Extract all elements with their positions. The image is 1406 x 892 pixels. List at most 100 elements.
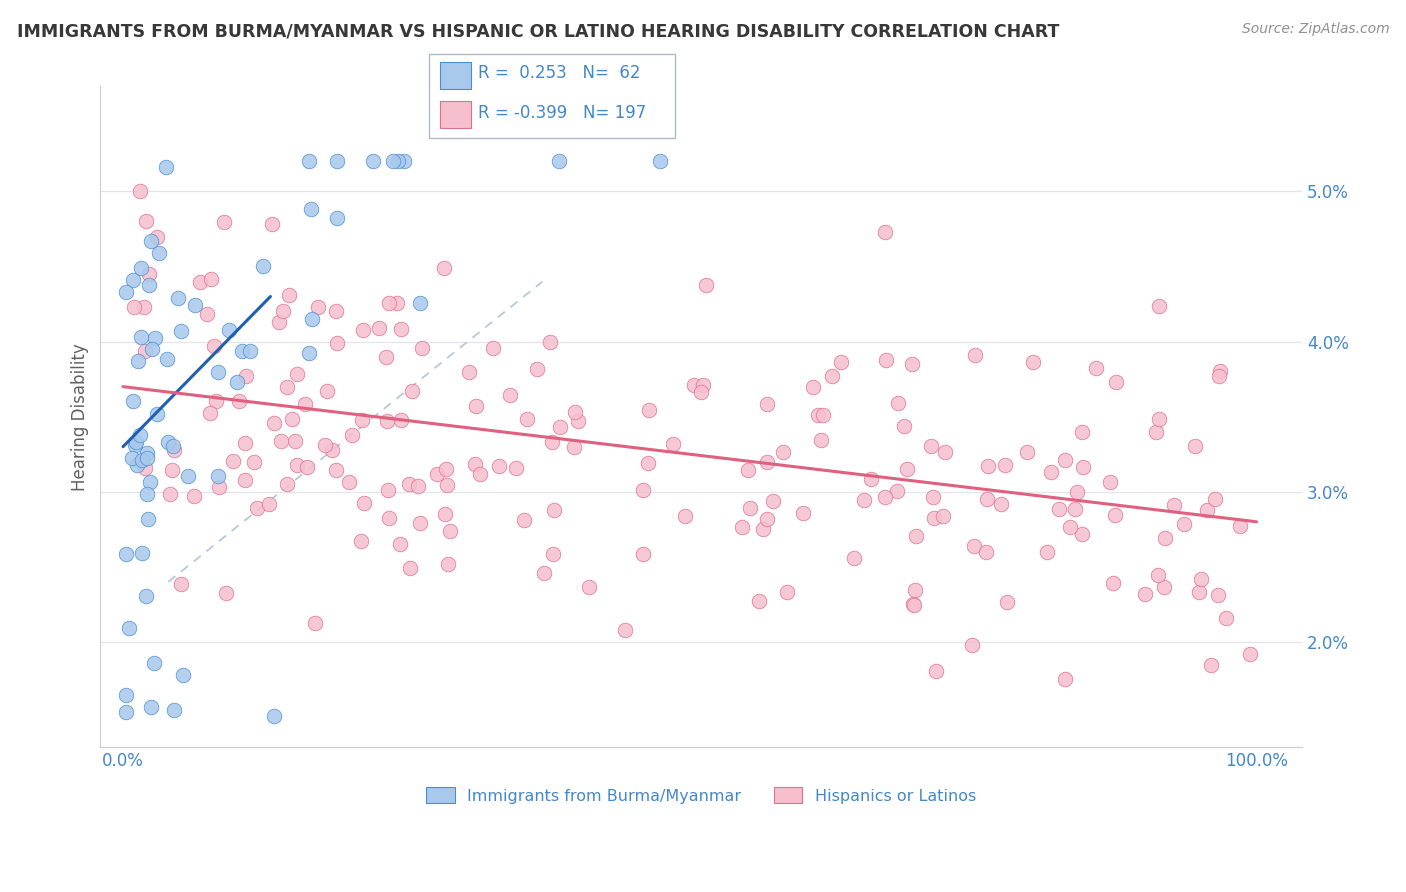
- Point: [1039, 465, 1062, 479]
- Point: [139, 234, 162, 248]
- Point: [125, 434, 148, 449]
- Point: [692, 377, 714, 392]
- Point: [172, 667, 194, 681]
- Point: [1195, 502, 1218, 516]
- Point: [1071, 425, 1094, 440]
- Point: [301, 311, 323, 326]
- Point: [1104, 508, 1126, 522]
- Point: [538, 334, 561, 349]
- Point: [231, 343, 253, 358]
- Point: [159, 487, 181, 501]
- Point: [212, 215, 235, 229]
- Point: [228, 393, 250, 408]
- Point: [567, 414, 589, 428]
- Point: [252, 259, 274, 273]
- Point: [1098, 475, 1121, 489]
- Point: [738, 501, 761, 516]
- Point: [965, 348, 987, 362]
- Point: [772, 445, 794, 459]
- Point: [367, 320, 389, 334]
- Point: [134, 460, 156, 475]
- Point: [1239, 648, 1261, 662]
- Point: [122, 394, 145, 409]
- FancyBboxPatch shape: [440, 101, 471, 128]
- Point: [564, 405, 586, 419]
- Point: [136, 487, 159, 501]
- Point: [541, 434, 564, 449]
- Point: [394, 154, 416, 169]
- Point: [257, 497, 280, 511]
- Point: [409, 296, 432, 310]
- Point: [385, 296, 408, 310]
- Point: [434, 507, 457, 521]
- Point: [321, 442, 343, 457]
- Point: [637, 456, 659, 470]
- Point: [409, 516, 432, 530]
- Point: [377, 483, 399, 497]
- Point: [633, 483, 655, 497]
- Point: [207, 469, 229, 483]
- Point: [135, 589, 157, 603]
- Point: [990, 497, 1012, 511]
- FancyBboxPatch shape: [440, 62, 471, 89]
- Point: [513, 512, 536, 526]
- Point: [342, 427, 364, 442]
- Point: [377, 511, 399, 525]
- Point: [801, 379, 824, 393]
- Point: [141, 342, 163, 356]
- Point: [752, 523, 775, 537]
- Point: [934, 445, 956, 459]
- Point: [162, 439, 184, 453]
- Point: [162, 463, 184, 477]
- Point: [127, 353, 149, 368]
- Point: [167, 291, 190, 305]
- Point: [920, 439, 942, 453]
- Point: [131, 546, 153, 560]
- Point: [1188, 585, 1211, 599]
- Point: [135, 214, 157, 228]
- Point: [246, 500, 269, 515]
- Point: [375, 414, 398, 428]
- Point: [157, 435, 180, 450]
- Point: [1054, 453, 1077, 467]
- Point: [208, 480, 231, 494]
- Point: [1215, 611, 1237, 625]
- Point: [270, 434, 292, 449]
- Point: [148, 245, 170, 260]
- Point: [875, 490, 897, 504]
- Point: [673, 508, 696, 523]
- Point: [375, 350, 398, 364]
- Point: [284, 434, 307, 449]
- Point: [142, 656, 165, 670]
- Point: [578, 580, 600, 594]
- Point: [631, 547, 654, 561]
- Point: [188, 276, 211, 290]
- Point: [470, 467, 492, 481]
- Point: [437, 557, 460, 571]
- Point: [1085, 360, 1108, 375]
- Point: [205, 394, 228, 409]
- Point: [197, 307, 219, 321]
- Text: Source: ZipAtlas.com: Source: ZipAtlas.com: [1241, 22, 1389, 37]
- Point: [124, 300, 146, 314]
- Point: [155, 160, 177, 174]
- Point: [638, 402, 661, 417]
- Point: [852, 493, 875, 508]
- Point: [285, 458, 308, 473]
- Point: [170, 324, 193, 338]
- Point: [326, 211, 349, 225]
- Point: [541, 547, 564, 561]
- Point: [886, 483, 908, 498]
- Point: [285, 368, 308, 382]
- Point: [134, 300, 156, 314]
- Point: [399, 561, 422, 575]
- Point: [238, 344, 260, 359]
- Point: [299, 202, 322, 216]
- Point: [662, 437, 685, 451]
- Point: [1153, 580, 1175, 594]
- Point: [695, 278, 717, 293]
- Point: [337, 475, 360, 489]
- Point: [143, 331, 166, 345]
- Point: [1154, 531, 1177, 545]
- Point: [125, 458, 148, 472]
